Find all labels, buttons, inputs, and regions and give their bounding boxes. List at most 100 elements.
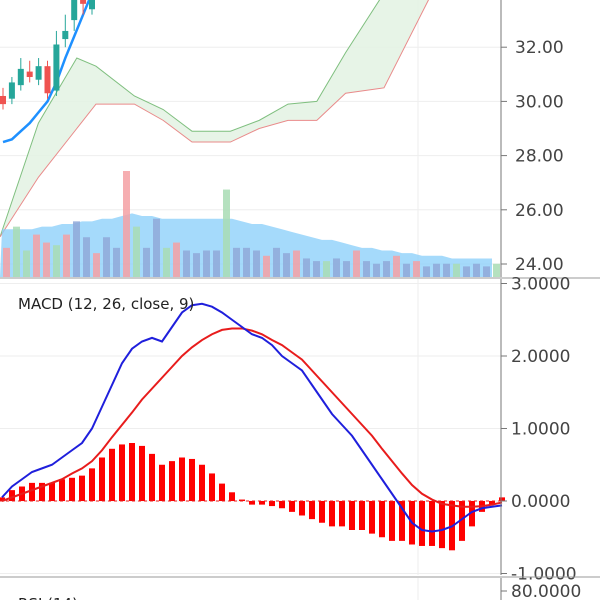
macd-tick-label: -1.0000: [511, 565, 577, 585]
macd-tick-label: 0.0000: [511, 492, 570, 512]
candle-body: [26, 71, 33, 78]
volume-bar: [393, 255, 400, 277]
volume-bar: [353, 250, 360, 277]
volume-bar: [33, 234, 40, 277]
volume-bar: [93, 253, 100, 277]
macd-histogram-bar: [0, 497, 5, 501]
volume-bar: [123, 171, 130, 277]
macd-histogram-bar: [369, 501, 375, 534]
volume-bar: [53, 245, 60, 277]
macd-histogram-bar: [389, 501, 395, 541]
volume-bar: [133, 226, 140, 277]
macd-histogram-bar: [429, 501, 435, 546]
macd-histogram-bar: [349, 501, 355, 530]
macd-histogram-bar: [29, 482, 35, 501]
ichimoku-cloud-fill: [0, 0, 429, 237]
volume-bar: [143, 247, 150, 277]
macd-histogram-bar: [229, 492, 235, 501]
volume-bar: [3, 247, 10, 277]
macd-histogram-bar: [119, 444, 125, 501]
macd-histogram-bar: [399, 501, 405, 541]
candle-body: [71, 0, 78, 21]
macd-histogram-bar: [89, 468, 95, 501]
volume-bar: [283, 253, 290, 277]
macd-histogram-bar: [59, 479, 65, 501]
macd-histogram-bar: [499, 497, 505, 501]
macd-histogram-bar: [129, 443, 135, 501]
macd-histogram-bar: [169, 461, 175, 501]
candle-body: [62, 30, 69, 40]
volume-bar: [403, 263, 410, 277]
volume-bar: [163, 247, 170, 277]
macd-histogram-bar: [109, 448, 115, 501]
macd-panel: MACD (12, 26, close, 9): [0, 279, 505, 575]
macd-histogram-bar: [219, 483, 225, 501]
macd-histogram-bar: [159, 464, 165, 501]
macd-histogram-bar: [459, 501, 465, 541]
macd-histogram-bar: [339, 501, 345, 527]
volume-bar: [173, 242, 180, 277]
volume-bar: [333, 258, 340, 277]
price-tick-label: 24.00: [515, 255, 564, 275]
candle-body: [17, 68, 24, 86]
volume-bar: [473, 263, 480, 277]
candle-body: [8, 82, 15, 99]
volume-bar: [443, 263, 450, 277]
volume-bar: [423, 266, 430, 277]
macd-histogram-bar: [149, 453, 155, 501]
volume-bar: [293, 250, 300, 277]
ichimoku-span-b-line: [0, 0, 430, 238]
volume-bar: [323, 261, 330, 277]
volume-bar: [73, 221, 80, 277]
macd-histogram-bar: [359, 501, 365, 530]
macd-histogram-bar: [139, 445, 145, 501]
volume-bar: [183, 250, 190, 277]
macd-tick-label: 2.0000: [511, 347, 570, 367]
volume-bar: [263, 255, 270, 277]
volume-bar: [373, 263, 380, 277]
macd-histogram-bar: [309, 501, 315, 520]
macd-histogram-bar: [439, 501, 445, 549]
volume-bar: [223, 189, 230, 277]
macd-histogram-bar: [49, 482, 55, 501]
macd-histogram-bar: [249, 501, 255, 505]
volume-bar: [483, 266, 490, 277]
rsi-tick-label: 80.0000: [511, 582, 581, 600]
macd-histogram-bar: [379, 501, 385, 538]
macd-histogram-bar: [199, 464, 205, 501]
macd-histogram-bar: [259, 501, 265, 505]
macd-histogram-bar: [239, 499, 245, 501]
volume-bar: [243, 247, 250, 277]
volume-bar: [313, 261, 320, 277]
macd-histogram-bar: [9, 490, 15, 501]
volume-bar: [493, 263, 500, 277]
candle-body: [80, 0, 87, 4]
macd-tick-label: 3.0000: [511, 275, 570, 295]
volume-bar: [413, 261, 420, 277]
volume-bar: [303, 258, 310, 277]
volume-bar: [213, 250, 220, 277]
macd-histogram-bar: [319, 501, 325, 523]
ichimoku-span-a-line: [0, 0, 381, 238]
macd-histogram-bar: [39, 482, 45, 501]
macd-histogram-bar: [269, 501, 275, 507]
volume-bar: [113, 247, 120, 277]
volume-bar: [103, 237, 110, 277]
volume-bar: [253, 250, 260, 277]
macd-histogram-bar: [419, 501, 425, 546]
volume-bar: [383, 261, 390, 277]
macd-tick-label: 1.0000: [511, 420, 570, 440]
macd-histogram-bar: [469, 501, 475, 527]
macd-histogram-bar: [99, 457, 105, 501]
volume-bar: [13, 226, 20, 277]
candle-body: [44, 66, 51, 94]
volume-bar: [433, 263, 440, 277]
volume-bar: [363, 261, 370, 277]
volume-bar: [273, 247, 280, 277]
macd-histogram-bar: [329, 501, 335, 527]
macd-histogram-bar: [79, 475, 85, 501]
macd-histogram-bar: [179, 457, 185, 501]
